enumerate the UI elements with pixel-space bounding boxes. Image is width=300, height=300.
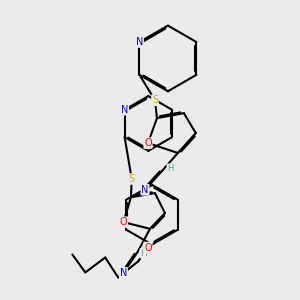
Text: N: N (121, 105, 128, 115)
Text: N: N (136, 37, 143, 47)
Text: N: N (141, 185, 149, 195)
Text: O: O (144, 242, 152, 253)
Text: H: H (140, 249, 147, 258)
Text: H: H (167, 164, 174, 173)
Text: S: S (152, 95, 158, 105)
Text: S: S (129, 174, 135, 184)
Text: N: N (120, 268, 127, 278)
Text: O: O (144, 138, 152, 148)
Text: O: O (120, 217, 127, 227)
